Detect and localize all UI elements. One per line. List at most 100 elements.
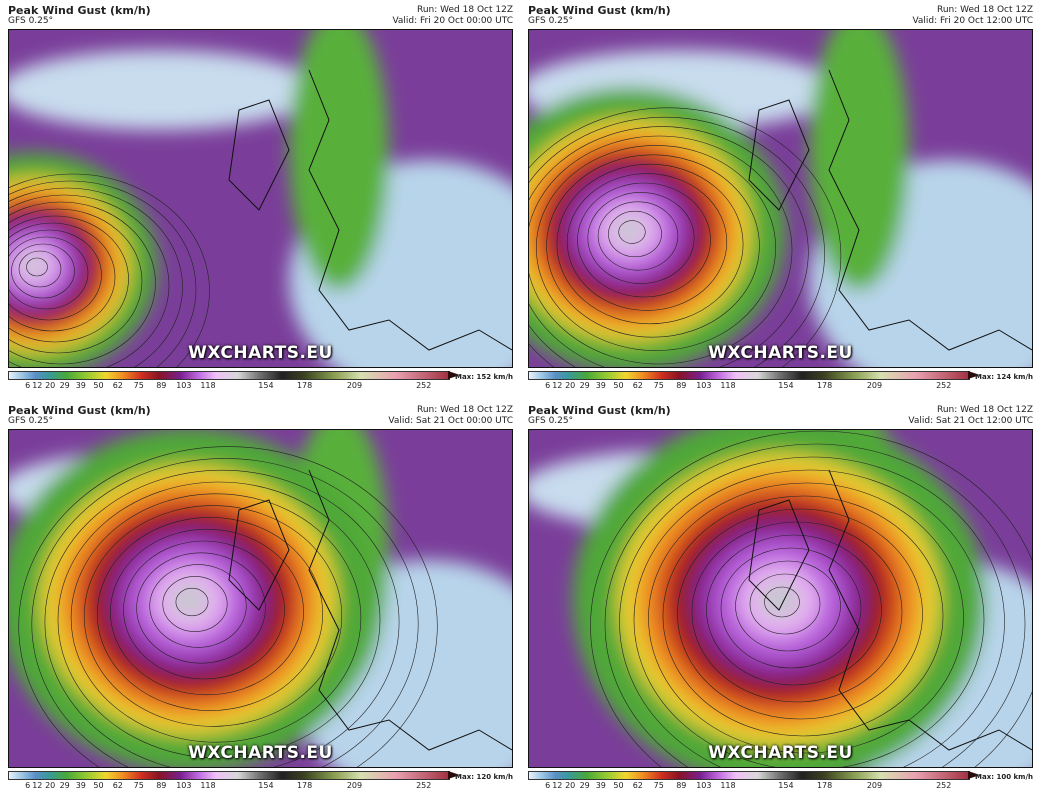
map-shape: [228, 99, 290, 211]
map: WXCHARTS.EU: [528, 29, 1033, 368]
map-shape: [764, 586, 800, 618]
map-shape: [604, 443, 1026, 767]
model-label: GFS 0.25°: [528, 416, 574, 426]
colorbar-tick: 12: [32, 381, 43, 390]
panel-title: Peak Wind Gust (km/h): [8, 404, 151, 417]
map-shape: [57, 481, 381, 759]
colorbar-tick: 89: [676, 381, 687, 390]
map-shape: [175, 587, 209, 617]
panel-title: Peak Wind Gust (km/h): [8, 4, 151, 17]
map-shape: [44, 469, 400, 767]
map-shape: [289, 30, 389, 290]
map-shape: [83, 505, 343, 727]
run-label: Run: Wed 18 Oct 12Z: [937, 5, 1033, 15]
map-shape: [308, 69, 512, 351]
colorbar-arrow: [968, 371, 980, 379]
colorbar-tick: 12: [552, 781, 563, 790]
valid-label: Valid: Fri 20 Oct 12:00 UTC: [912, 16, 1033, 26]
colorbar-tick: 103: [696, 381, 712, 390]
watermark: WXCHARTS.EU: [188, 743, 333, 763]
colorbar-tick: 103: [176, 781, 192, 790]
max-label: Max: 152 km/h: [455, 373, 513, 381]
map-shape: [9, 222, 116, 332]
map-shape: [9, 229, 102, 321]
map-shape: [748, 499, 810, 611]
map-shape: [228, 499, 290, 611]
map-shape: [31, 458, 419, 767]
map-shape: [529, 126, 809, 367]
colorbar-tick: 50: [613, 381, 624, 390]
colorbar-tick: 39: [75, 781, 86, 790]
max-label: Max: 100 km/h: [975, 773, 1033, 781]
map: WXCHARTS.EU: [8, 29, 513, 368]
map-shape: [18, 250, 62, 288]
map-panel: Peak Wind Gust (km/h) GFS 0.25° Run: Wed 1…: [528, 0, 1033, 390]
colorbar-tick: 6: [25, 381, 31, 390]
map-image: [529, 30, 1032, 367]
colorbar-tick: 6: [545, 381, 551, 390]
colorbar-tick: 209: [866, 381, 883, 390]
colorbar-tick: 209: [346, 781, 363, 790]
map-shape: [9, 215, 129, 343]
map-shape: [828, 69, 1032, 351]
colorbar-arrow: [448, 771, 460, 779]
valid-label: Valid: Sat 21 Oct 12:00 UTC: [908, 416, 1033, 426]
map-shape: [613, 215, 645, 245]
colorbar-tick: 252: [416, 781, 432, 790]
colorbar-tick: 29: [579, 781, 590, 790]
map-shape: [618, 220, 646, 244]
map: WXCHARTS.EU: [528, 429, 1033, 768]
map-shape: [648, 482, 964, 754]
map: WXCHARTS.EU: [8, 429, 513, 768]
colorbar-tick: 62: [112, 381, 123, 390]
colorbar-tick: 178: [296, 381, 313, 390]
colorbar-tick: 118: [720, 781, 736, 790]
colorbar-tick: 62: [632, 781, 643, 790]
map-shape: [691, 521, 903, 703]
map-shape: [9, 430, 512, 767]
colorbar-tick: 252: [936, 381, 952, 390]
colorbar-tick: 75: [133, 381, 144, 390]
colorbar-tick: 103: [696, 781, 712, 790]
map-shape: [619, 456, 1005, 767]
map-shape: [529, 116, 825, 367]
map-shape: [9, 236, 89, 310]
map-shape: [608, 210, 662, 258]
map-shape: [735, 560, 841, 652]
map-shape: [809, 30, 909, 290]
colorbar-tick: 29: [59, 381, 70, 390]
map-shape: [720, 547, 862, 669]
map-shape: [21, 253, 47, 277]
map-shape: [149, 564, 247, 648]
colorbar-tick: 12: [552, 381, 563, 390]
map-shape: [662, 495, 944, 737]
colorbar-tick: 252: [416, 381, 432, 390]
map-shape: [529, 135, 793, 365]
colorbar-tick: 252: [936, 781, 952, 790]
model-label: GFS 0.25°: [8, 416, 54, 426]
map-shape: [577, 182, 711, 298]
map-shape: [587, 192, 695, 284]
map-image: [529, 430, 1032, 767]
colorbar-tick: 50: [613, 781, 624, 790]
max-label: Max: 124 km/h: [975, 373, 1033, 381]
map-shape: [97, 517, 323, 711]
colorbar-tick: 89: [156, 381, 167, 390]
colorbar-tick: 209: [866, 781, 883, 790]
panel-title: Peak Wind Gust (km/h): [528, 4, 671, 17]
run-label: Run: Wed 18 Oct 12Z: [937, 405, 1033, 415]
colorbar-tick: 20: [565, 381, 576, 390]
colorbar-tick: 89: [156, 781, 167, 790]
run-label: Run: Wed 18 Oct 12Z: [417, 5, 513, 15]
colorbar-tick: 118: [200, 781, 216, 790]
colorbar-tick: 20: [565, 781, 576, 790]
map-panel: Peak Wind Gust (km/h) GFS 0.25° Run: Wed 1…: [8, 0, 513, 390]
colorbar-tick: 62: [632, 381, 643, 390]
map-shape: [123, 540, 285, 680]
map-shape: [162, 576, 228, 632]
map-shape: [556, 163, 744, 325]
watermark: WXCHARTS.EU: [708, 743, 853, 763]
map-shape: [9, 180, 197, 367]
colorbar-tick: 154: [778, 781, 794, 790]
